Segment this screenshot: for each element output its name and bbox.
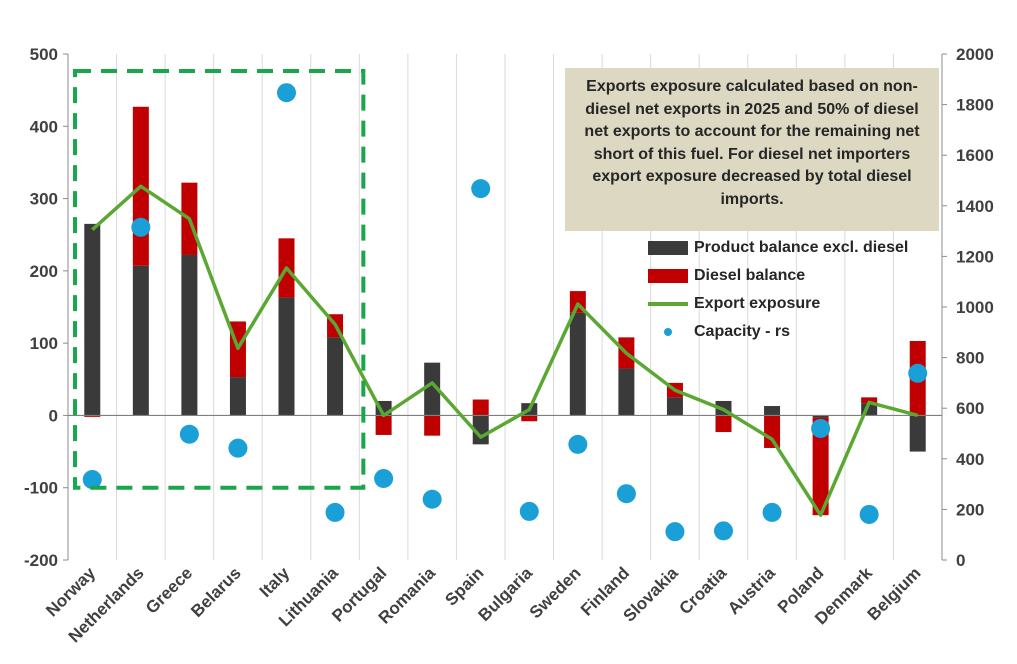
legend-item-capacity: Capacity - rs: [648, 318, 948, 346]
line-export-exposure: [91, 184, 919, 517]
point-capacity: [811, 418, 831, 438]
bar-diesel-balance: [521, 415, 538, 422]
legend-label-capacity: Capacity - rs: [694, 323, 791, 340]
annotation-box: Exports exposure calculated based on non…: [565, 68, 939, 231]
legend-swatch-capacity: [648, 325, 688, 339]
left-tick-label: 500: [30, 45, 58, 64]
category-label: Bulgaria: [475, 563, 537, 625]
legend-swatch-export-exposure: [648, 297, 688, 311]
legend-swatch-diesel-balance: [648, 269, 688, 283]
legend-swatch-product-balance: [648, 241, 688, 255]
right-tick-label: 1400: [956, 197, 994, 216]
bar-product-balance: [666, 397, 683, 416]
annotation-text: Exports exposure calculated based on non…: [584, 78, 920, 208]
bar-product-balance: [181, 254, 198, 416]
point-capacity: [471, 179, 491, 199]
bar-product-balance: [812, 415, 829, 418]
point-capacity: [616, 484, 636, 504]
bar-product-balance: [618, 368, 635, 416]
bar-product-balance: [132, 265, 149, 416]
point-capacity: [908, 363, 928, 383]
category-label: Austria: [724, 563, 779, 618]
bar-diesel-balance: [861, 397, 878, 404]
point-capacity: [859, 504, 879, 524]
bar-diesel-balance: [424, 415, 441, 436]
right-tick-label: 1000: [956, 298, 994, 317]
right-tick-label: 600: [956, 399, 984, 418]
bar-product-balance: [424, 362, 441, 416]
point-capacity: [82, 470, 102, 490]
point-capacity: [228, 438, 248, 458]
legend: Product balance excl. diesel Diesel bala…: [648, 234, 948, 346]
left-tick-label: 100: [30, 334, 58, 353]
left-tick-label: 200: [30, 262, 58, 281]
right-tick-label: 800: [956, 349, 984, 368]
bar-diesel-balance: [472, 399, 489, 416]
highlight-box: [73, 69, 366, 490]
left-tick-label: -100: [24, 479, 58, 498]
bar-diesel-balance: [715, 415, 732, 433]
point-capacity: [519, 501, 539, 521]
legend-item-export-exposure: Export exposure: [648, 290, 948, 318]
legend-label-export-exposure: Export exposure: [694, 295, 821, 312]
legend-label-product-balance: Product balance excl. diesel: [694, 239, 909, 256]
bar-product-balance: [764, 406, 781, 416]
point-capacity: [762, 502, 782, 522]
point-capacity: [374, 469, 394, 489]
point-capacity: [325, 502, 345, 522]
legend-label-diesel-balance: Diesel balance: [694, 267, 806, 284]
bar-product-balance: [84, 223, 101, 416]
legend-item-diesel-balance: Diesel balance: [648, 262, 948, 290]
category-label: Croatia: [675, 563, 730, 618]
category-label: Belarus: [187, 563, 245, 621]
left-tick-label: 400: [30, 117, 58, 136]
left-tick-label: 0: [49, 406, 58, 425]
point-capacity: [131, 217, 151, 237]
point-capacity: [179, 424, 199, 444]
bar-product-balance: [472, 415, 489, 445]
bar-product-balance: [327, 337, 344, 416]
bar-diesel-balance: [812, 417, 829, 516]
right-tick-label: 2000: [956, 45, 994, 64]
bar-product-balance: [278, 297, 295, 416]
point-capacity: [277, 83, 296, 103]
right-tick-label: 1800: [956, 96, 994, 115]
point-capacity: [422, 489, 442, 509]
right-tick-label: 200: [956, 500, 984, 519]
bar-diesel-balance: [375, 415, 392, 435]
left-tick-label: -200: [24, 551, 58, 570]
right-tick-label: 400: [956, 450, 984, 469]
point-capacity: [568, 434, 588, 454]
bar-diesel-balance: [764, 415, 781, 448]
bar-diesel-balance: [84, 415, 101, 417]
bar-product-balance: [229, 377, 246, 416]
legend-item-product-balance: Product balance excl. diesel: [648, 234, 948, 262]
bar-product-balance: [909, 415, 926, 452]
category-label: Italy: [256, 563, 294, 601]
category-label: Belgium: [864, 563, 925, 624]
category-label: Spain: [441, 563, 487, 609]
bar-product-balance: [569, 312, 586, 416]
category-label: Slovakia: [620, 563, 683, 626]
point-capacity: [714, 521, 733, 541]
right-tick-label: 0: [956, 551, 965, 570]
point-capacity: [665, 522, 685, 542]
category-label: Sweden: [526, 563, 585, 622]
right-tick-label: 1200: [956, 247, 994, 266]
right-tick-label: 1600: [956, 146, 994, 165]
left-tick-label: 300: [30, 190, 58, 209]
